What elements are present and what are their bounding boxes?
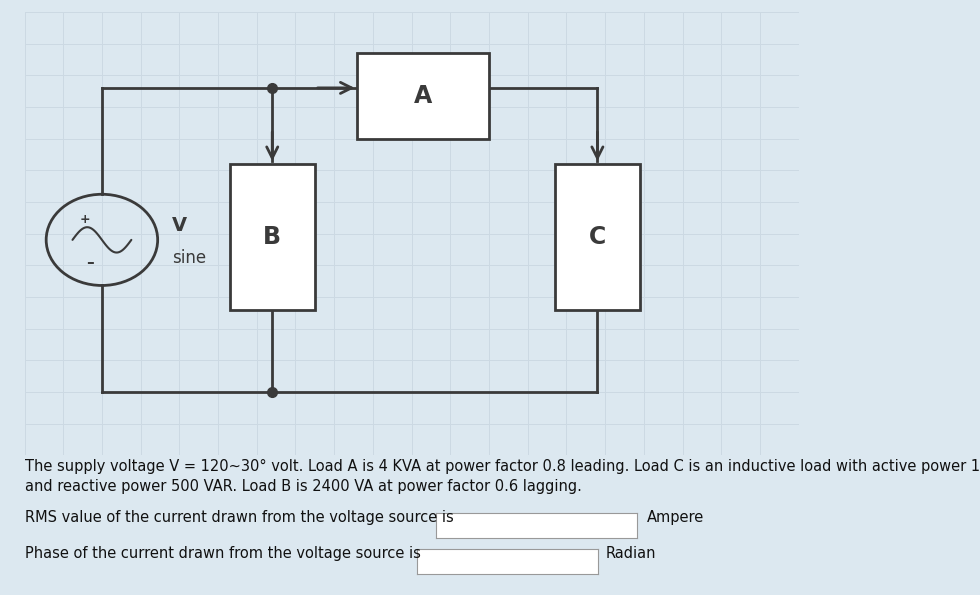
Bar	[358, 53, 489, 139]
Text: The supply voltage V = 120∼30° volt. Load A is 4 KVA at power factor 0.8 leading: The supply voltage V = 120∼30° volt. Loa…	[24, 459, 980, 474]
Text: and reactive power 500 VAR. Load B is 2400 VA at power factor 0.6 lagging.: and reactive power 500 VAR. Load B is 24…	[24, 479, 581, 494]
Text: V: V	[172, 217, 187, 236]
Bar	[229, 164, 315, 309]
Text: B: B	[264, 225, 281, 249]
Text: +: +	[79, 213, 90, 226]
Text: Phase of the current drawn from the voltage source is: Phase of the current drawn from the volt…	[24, 546, 420, 561]
Text: sine: sine	[172, 249, 206, 267]
Bar	[555, 164, 640, 309]
Text: –: –	[86, 255, 94, 270]
Text: A: A	[415, 84, 432, 108]
Text: Radian: Radian	[606, 546, 657, 561]
Text: Ampere: Ampere	[647, 510, 704, 525]
Text: C: C	[589, 225, 606, 249]
Text: RMS value of the current drawn from the voltage source is: RMS value of the current drawn from the …	[24, 510, 453, 525]
